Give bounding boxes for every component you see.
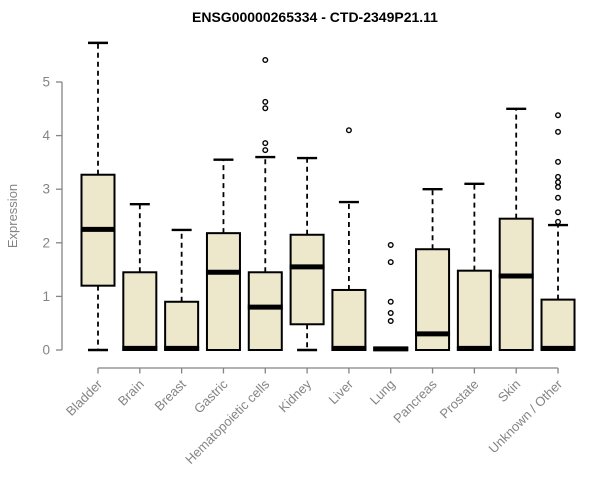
- x-axis-label-prostate: Prostate: [437, 377, 482, 422]
- iqr-box-prostate: [456, 269, 492, 351]
- y-axis-tick-label: 2: [42, 235, 50, 250]
- outlier-point-unknown-other: [555, 218, 562, 225]
- outlier-point-lung: [387, 310, 394, 317]
- outlier-point-lung: [387, 259, 394, 266]
- outlier-point-hematopoietic-cells: [262, 57, 269, 64]
- y-axis-tick-label: 1: [42, 289, 50, 304]
- boxplot-kidney: [289, 156, 325, 352]
- outlier-point-liver: [345, 127, 352, 134]
- outlier-point-unknown-other: [555, 158, 562, 165]
- y-axis-tick-label: 0: [42, 343, 50, 358]
- outlier-point-hematopoietic-cells: [262, 98, 269, 105]
- outlier-point-hematopoietic-cells: [262, 140, 269, 147]
- x-axis-label-kidney: Kidney: [276, 376, 315, 415]
- outlier-point-unknown-other: [555, 209, 562, 216]
- x-axis-label-brain: Brain: [115, 377, 147, 409]
- outlier-point-unknown-other: [555, 173, 562, 180]
- outlier-point-lung: [387, 318, 394, 325]
- boxplot-liver: [331, 127, 367, 351]
- y-axis-title: Expression: [5, 184, 20, 248]
- outlier-point-unknown-other: [555, 128, 562, 135]
- x-axis-label-unknown-other: Unknown / Other: [486, 376, 566, 456]
- iqr-box-liver: [331, 288, 367, 351]
- outlier-point-unknown-other: [555, 184, 562, 191]
- boxplot-pancreas: [415, 187, 451, 351]
- boxplot-bladder: [80, 41, 116, 352]
- boxplot-prostate: [456, 182, 492, 351]
- x-axis-label-breast: Breast: [152, 376, 189, 413]
- iqr-box-unknown-other: [540, 298, 576, 351]
- outlier-point-unknown-other: [555, 194, 562, 201]
- outlier-point-hematopoietic-cells: [262, 147, 269, 154]
- y-axis-tick-label: 4: [42, 128, 50, 143]
- iqr-box-breast: [164, 300, 200, 352]
- y-axis-tick-label: 5: [42, 75, 50, 90]
- boxplot-hematopoietic-cells: [247, 57, 283, 351]
- x-axis-label-lung: Lung: [367, 377, 398, 408]
- x-axis-label-pancreas: Pancreas: [390, 376, 440, 426]
- y-axis-tick-label: 3: [42, 182, 50, 197]
- boxplot-skin: [498, 107, 534, 351]
- boxplot-gastric: [205, 158, 241, 351]
- boxplot-unknown-other: [540, 112, 576, 351]
- x-axis-label-bladder: Bladder: [63, 376, 106, 419]
- x-axis-label-liver: Liver: [326, 376, 357, 407]
- iqr-box-skin: [498, 217, 534, 351]
- chart-title: ENSG00000265334 - CTD-2349P21.11: [192, 9, 438, 25]
- iqr-box-kidney: [289, 233, 325, 326]
- outlier-point-lung: [387, 241, 394, 248]
- iqr-box-brain: [122, 271, 158, 351]
- iqr-box-hematopoietic-cells: [247, 271, 283, 351]
- iqr-box-gastric: [205, 232, 241, 351]
- outlier-point-hematopoietic-cells: [262, 105, 269, 112]
- boxplot-brain: [122, 203, 158, 351]
- boxplot-breast: [164, 228, 200, 352]
- outlier-point-unknown-other: [555, 112, 562, 119]
- outlier-point-lung: [387, 298, 394, 305]
- boxplot-lung: [373, 241, 409, 352]
- x-axis-label-gastric: Gastric: [191, 376, 231, 416]
- x-axis-label-skin: Skin: [495, 377, 523, 405]
- outlier-point-unknown-other: [555, 179, 562, 186]
